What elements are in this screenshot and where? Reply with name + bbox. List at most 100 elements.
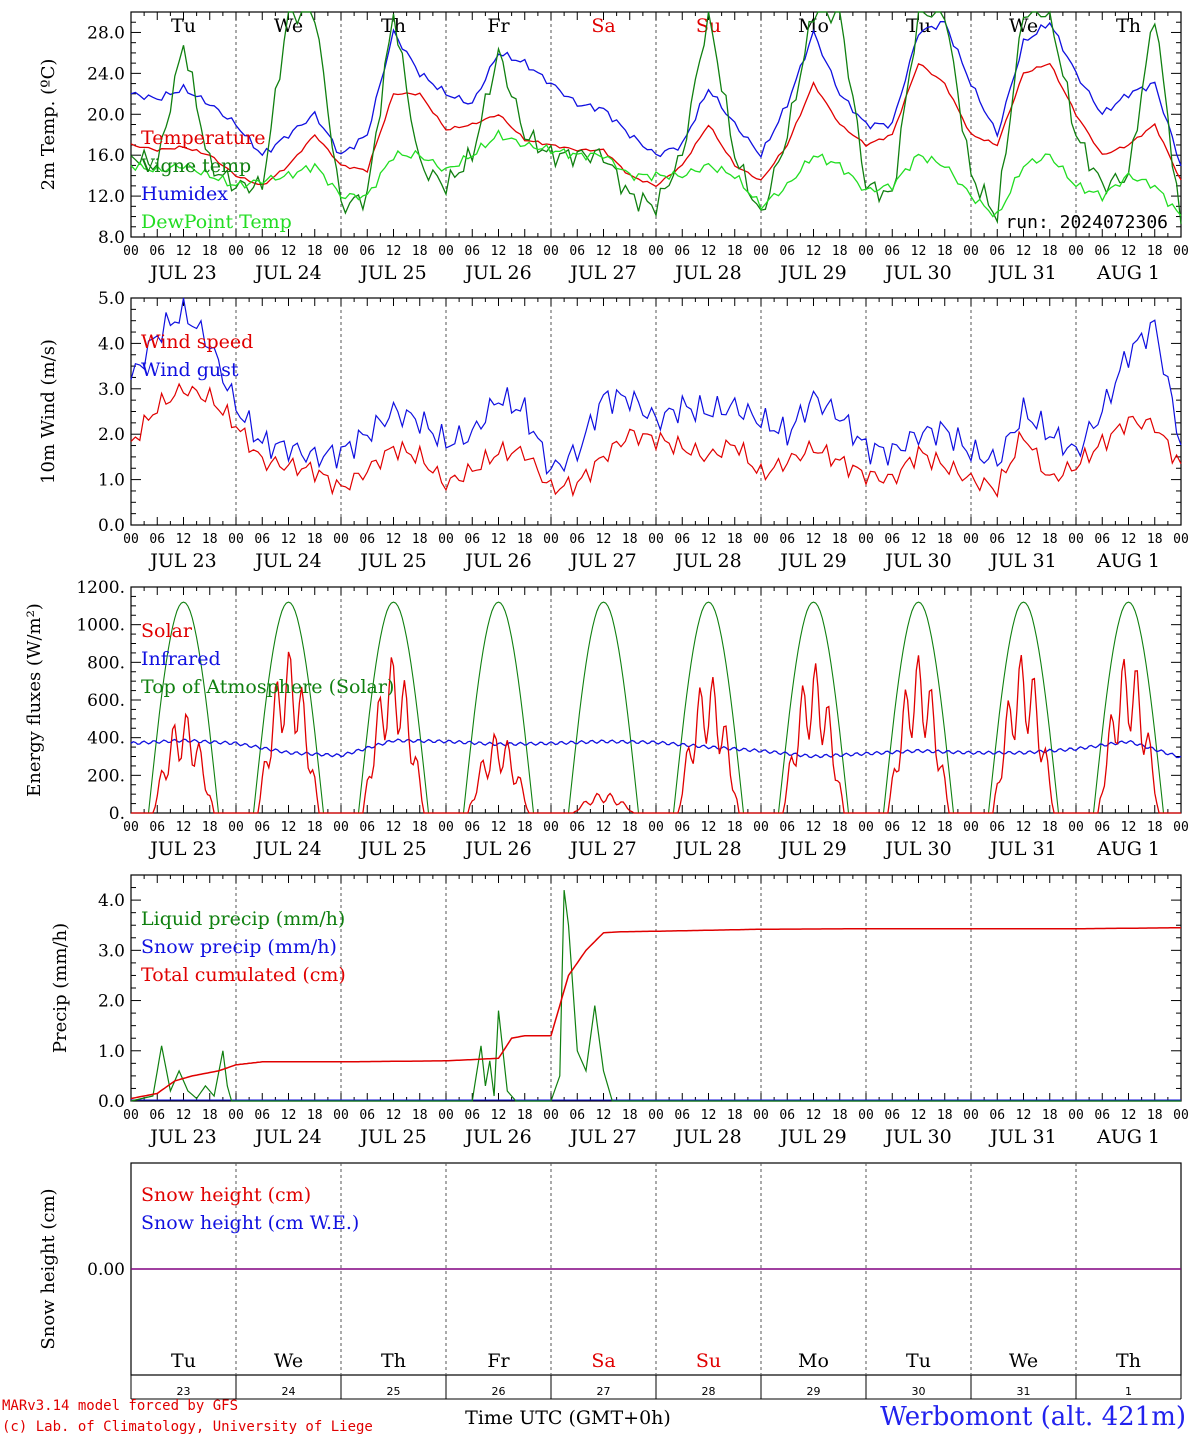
series-dewpoint-temp bbox=[130, 129, 1182, 218]
hour-tick-label: 06 bbox=[779, 820, 795, 835]
hour-tick-label: 12 bbox=[386, 532, 402, 547]
panel-frame-1 bbox=[130, 11, 1182, 238]
date-label: JUL 25 bbox=[358, 1126, 426, 1148]
hour-tick-label: 00 bbox=[753, 244, 769, 259]
hour-tick-label: 18 bbox=[832, 1108, 848, 1123]
hour-tick-label: 18 bbox=[307, 820, 323, 835]
hour-tick-label: 06 bbox=[464, 244, 480, 259]
date-label: AUG 1 bbox=[1096, 838, 1160, 860]
hour-tick-label: 00 bbox=[753, 1108, 769, 1123]
hour-tick-label: 06 bbox=[254, 1108, 270, 1123]
date-label: JUL 29 bbox=[778, 262, 846, 284]
legend-liquid-precip-mm-h-: Liquid precip (mm/h) bbox=[141, 908, 345, 930]
date-label: JUL 27 bbox=[568, 262, 636, 284]
date-label: JUL 28 bbox=[673, 1126, 741, 1148]
date-label: JUL 31 bbox=[988, 838, 1056, 860]
legend-total-cumulated-cm-: Total cumulated (cm) bbox=[141, 964, 346, 986]
weekday-label: Tu bbox=[906, 1350, 931, 1372]
hour-tick-label: 06 bbox=[254, 532, 270, 547]
date-label: JUL 30 bbox=[883, 838, 951, 860]
hour-tick-label: 00 bbox=[963, 820, 979, 835]
hour-tick-label: 12 bbox=[701, 820, 717, 835]
hour-tick-label: 06 bbox=[989, 1108, 1005, 1123]
hour-tick-label: 06 bbox=[254, 244, 270, 259]
date-label: AUG 1 bbox=[1096, 550, 1160, 572]
hour-tick-label: 18 bbox=[937, 532, 953, 547]
y-tick-label: 3.0 bbox=[98, 380, 125, 400]
day-number-label: 29 bbox=[807, 1385, 821, 1398]
y-tick-label: 28.0 bbox=[87, 23, 125, 43]
hour-tick-label: 12 bbox=[911, 820, 927, 835]
hour-tick-label: 18 bbox=[1147, 532, 1163, 547]
weekday-label: Sa bbox=[591, 1350, 615, 1372]
hour-tick-label: 00 bbox=[963, 244, 979, 259]
legend-dewpoint-temp: DewPoint Temp bbox=[141, 211, 292, 233]
day-number-label: 31 bbox=[1017, 1385, 1031, 1398]
hour-tick-label: 00 bbox=[438, 244, 454, 259]
date-label: JUL 25 bbox=[358, 838, 426, 860]
hour-tick-label: 06 bbox=[1094, 532, 1110, 547]
hour-tick-label: 00 bbox=[228, 820, 244, 835]
hour-tick-label: 00 bbox=[438, 532, 454, 547]
series-wind-gust bbox=[130, 297, 1182, 476]
hour-tick-label: 06 bbox=[989, 244, 1005, 259]
day-number-label: 1 bbox=[1125, 1385, 1132, 1398]
hour-tick-label: 12 bbox=[491, 1108, 507, 1123]
weekday-label: Mo bbox=[798, 1350, 829, 1372]
hour-tick-label: 12 bbox=[911, 532, 927, 547]
weekday-label: Tu bbox=[171, 15, 196, 37]
y-axis-title: Precip (mm/h) bbox=[50, 923, 71, 1053]
date-label: JUL 30 bbox=[883, 262, 951, 284]
hour-tick-label: 18 bbox=[307, 1108, 323, 1123]
hour-tick-label: 00 bbox=[648, 244, 664, 259]
hour-tick-label: 00 bbox=[333, 244, 349, 259]
hour-tick-label: 06 bbox=[254, 820, 270, 835]
hour-tick-label: 18 bbox=[1042, 1108, 1058, 1123]
hour-tick-label: 06 bbox=[884, 820, 900, 835]
hour-tick-label: 06 bbox=[359, 244, 375, 259]
hour-tick-label: 00 bbox=[123, 1108, 139, 1123]
day-number-label: 23 bbox=[177, 1385, 191, 1398]
hour-tick-label: 18 bbox=[832, 820, 848, 835]
hour-tick-label: 12 bbox=[701, 244, 717, 259]
hour-tick-label: 18 bbox=[937, 820, 953, 835]
legend-snow-precip-mm-h-: Snow precip (mm/h) bbox=[141, 936, 337, 958]
weekday-label: Fr bbox=[487, 1350, 510, 1372]
weekday-label: Th bbox=[1116, 15, 1141, 37]
hour-tick-label: 18 bbox=[1042, 244, 1058, 259]
y-tick-label: 0.0 bbox=[98, 1092, 125, 1112]
hour-tick-label: 12 bbox=[281, 532, 297, 547]
weekday-label: Su bbox=[696, 15, 721, 37]
hour-tick-label: 00 bbox=[753, 532, 769, 547]
hour-tick-label: 18 bbox=[937, 244, 953, 259]
date-label: JUL 26 bbox=[463, 1126, 531, 1148]
date-label: AUG 1 bbox=[1096, 1126, 1160, 1148]
date-label: JUL 24 bbox=[253, 838, 321, 860]
y-tick-label: 1200. bbox=[76, 578, 125, 598]
hour-tick-label: 06 bbox=[149, 820, 165, 835]
weekday-label: We bbox=[1009, 15, 1038, 37]
y-axis-title: Snow height (cm) bbox=[38, 1188, 59, 1349]
y-tick-label: 3.0 bbox=[98, 941, 125, 961]
date-label: JUL 28 bbox=[673, 550, 741, 572]
date-label: JUL 25 bbox=[358, 550, 426, 572]
hour-tick-label: 18 bbox=[412, 532, 428, 547]
y-tick-label: 5.0 bbox=[98, 289, 125, 309]
hour-tick-label: 06 bbox=[989, 532, 1005, 547]
hour-tick-label: 00 bbox=[648, 532, 664, 547]
credit-line-1: MARv3.14 model forced by GFS bbox=[2, 1398, 239, 1414]
legend-wind-gust: Wind gust bbox=[141, 359, 239, 381]
hour-tick-label: 06 bbox=[149, 532, 165, 547]
hour-tick-label: 12 bbox=[1016, 1108, 1032, 1123]
y-tick-label: 0.00 bbox=[87, 1260, 125, 1280]
date-label: JUL 31 bbox=[988, 1126, 1056, 1148]
location-label: Werbomont (alt. 421m) bbox=[880, 1402, 1186, 1432]
hour-tick-label: 00 bbox=[1068, 532, 1084, 547]
hour-tick-label: 00 bbox=[1173, 820, 1189, 835]
date-label: JUL 25 bbox=[358, 262, 426, 284]
series-liquid-precip bbox=[130, 890, 1181, 1102]
hour-tick-label: 18 bbox=[622, 244, 638, 259]
hour-tick-label: 18 bbox=[832, 532, 848, 547]
legend-solar: Solar bbox=[141, 620, 193, 642]
hour-tick-label: 12 bbox=[1016, 244, 1032, 259]
